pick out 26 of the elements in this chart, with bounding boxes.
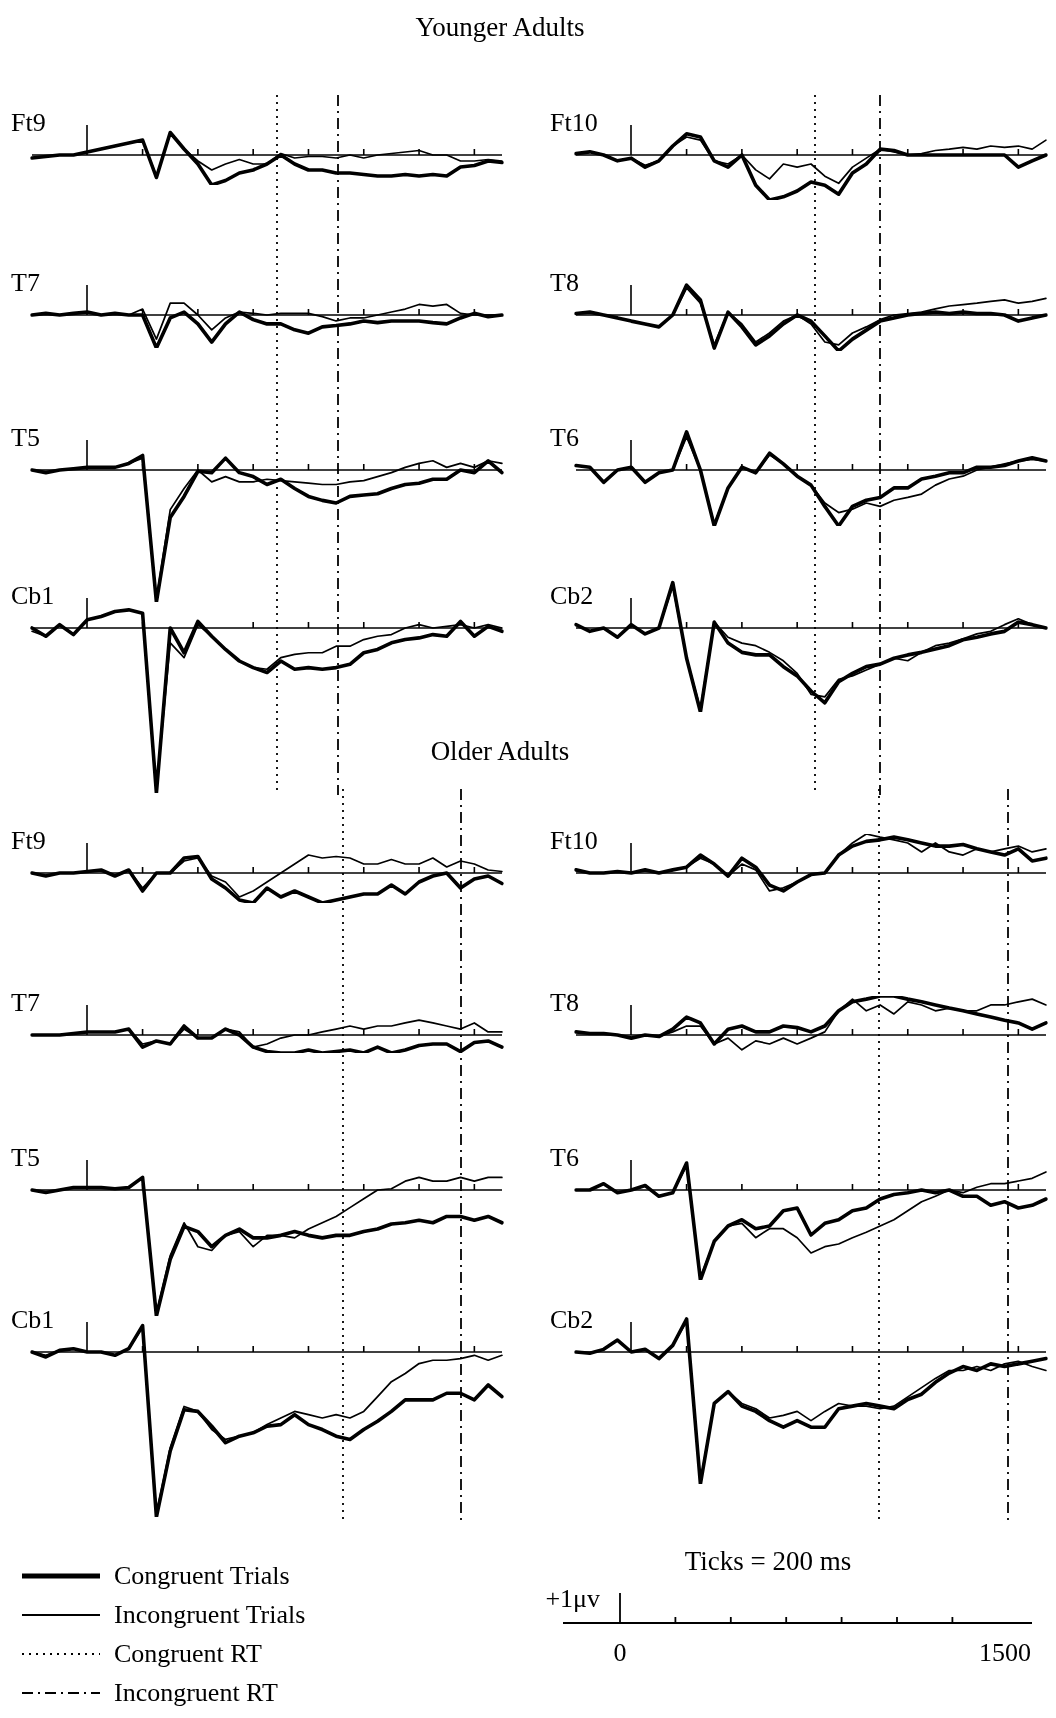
chart-title: Cb2 — [550, 581, 594, 610]
chart-title: Ft9 — [11, 108, 46, 137]
chart-title: T7 — [11, 988, 40, 1017]
chart-title: T6 — [550, 1143, 579, 1172]
chart-title: Cb2 — [550, 1305, 594, 1334]
legend-label: Incongruent Trials — [114, 1599, 306, 1630]
legend-label: Congruent Trials — [114, 1560, 290, 1591]
text: Congruent RT — [114, 1638, 262, 1669]
chart-title: Cb1 — [11, 1305, 55, 1334]
chart-title: Ft10 — [550, 108, 598, 137]
text: 0 — [612, 1638, 628, 1667]
text: 1500 — [978, 1638, 1032, 1667]
text: Younger Adults — [415, 12, 585, 42]
text: +1μv — [544, 1584, 600, 1613]
text: Incongruent RT — [114, 1677, 278, 1708]
chart-title: T5 — [11, 1143, 40, 1172]
chart-title: T5 — [11, 423, 40, 452]
chart-title: Ft10 — [550, 826, 598, 855]
chart-title: T8 — [550, 268, 579, 297]
text: Ticks = 200 ms — [683, 1546, 853, 1576]
chart-title: T6 — [550, 423, 579, 452]
chart-title: Ft9 — [11, 826, 46, 855]
chart-title: T7 — [11, 268, 40, 297]
chart-title: Cb1 — [11, 581, 55, 610]
text: Older Adults — [430, 736, 570, 766]
chart-title: T8 — [550, 988, 579, 1017]
